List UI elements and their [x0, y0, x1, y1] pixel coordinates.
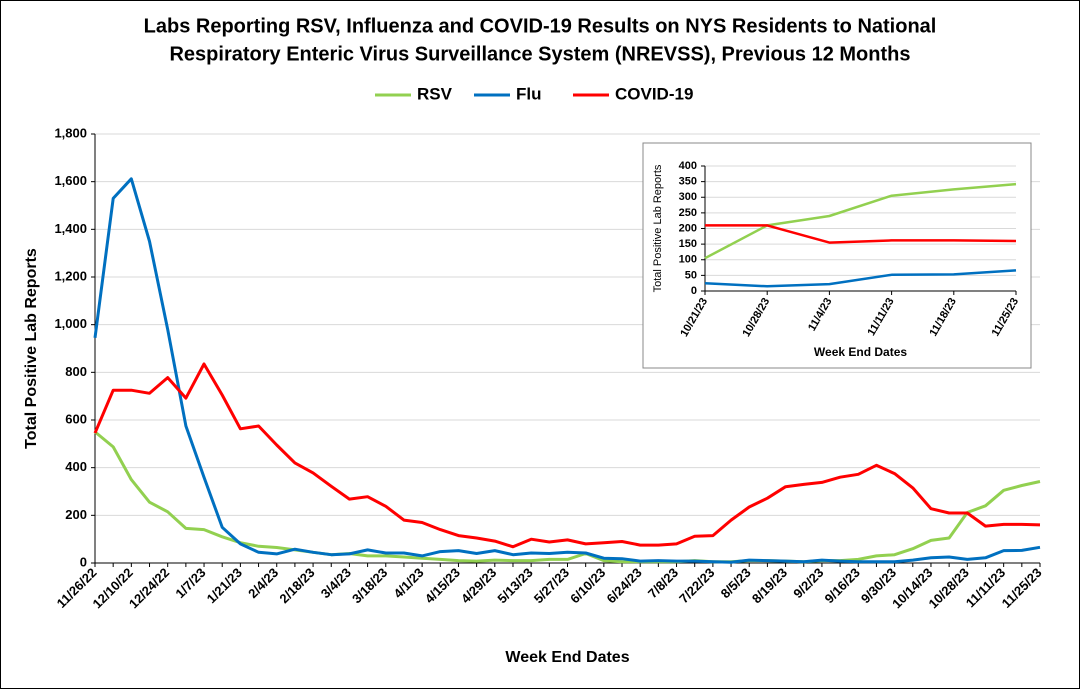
y-tick-label: 300	[679, 191, 697, 203]
y-tick-label: 200	[679, 222, 697, 234]
chart-title: Respiratory Enteric Virus Surveillance S…	[169, 43, 910, 65]
x-axis-title: Week End Dates	[505, 649, 629, 666]
y-tick-label: 1,800	[54, 125, 87, 140]
y-tick-label: 250	[679, 207, 697, 219]
y-tick-label: 1,000	[54, 316, 87, 331]
y-tick-label: 0	[80, 554, 87, 569]
series-line	[705, 224, 1017, 244]
y-tick-label: 400	[65, 459, 87, 474]
series-line	[93, 177, 1041, 564]
y-tick-label: 600	[65, 411, 87, 426]
series-line	[704, 182, 1017, 260]
series-line	[93, 362, 1041, 549]
y-tick-label: 1,200	[54, 268, 87, 283]
y-tick-label: 0	[691, 285, 697, 297]
y-tick-label: 400	[679, 160, 697, 172]
series-line	[704, 269, 1017, 288]
y-tick-label: 800	[65, 364, 87, 379]
y-axis-title: Total Positive Lab Reports	[652, 164, 664, 292]
y-tick-label: 1,600	[54, 173, 87, 188]
legend-label: COVID-19	[615, 84, 693, 103]
y-tick-label: 200	[65, 507, 87, 522]
legend-label: Flu	[516, 84, 542, 103]
y-tick-label: 1,400	[54, 221, 87, 236]
y-tick-label: 350	[679, 176, 697, 188]
series-line	[94, 430, 1041, 564]
chart-title: Labs Reporting RSV, Influenza and COVID-…	[144, 15, 937, 37]
y-tick-label: 100	[679, 254, 697, 266]
y-axis-title: Total Positive Lab Reports	[23, 248, 40, 449]
y-tick-label: 150	[679, 238, 697, 250]
inset-frame	[642, 142, 1032, 369]
y-tick-label: 50	[685, 269, 697, 281]
legend-label: RSV	[417, 84, 453, 103]
x-axis-title: Week End Dates	[814, 345, 907, 359]
